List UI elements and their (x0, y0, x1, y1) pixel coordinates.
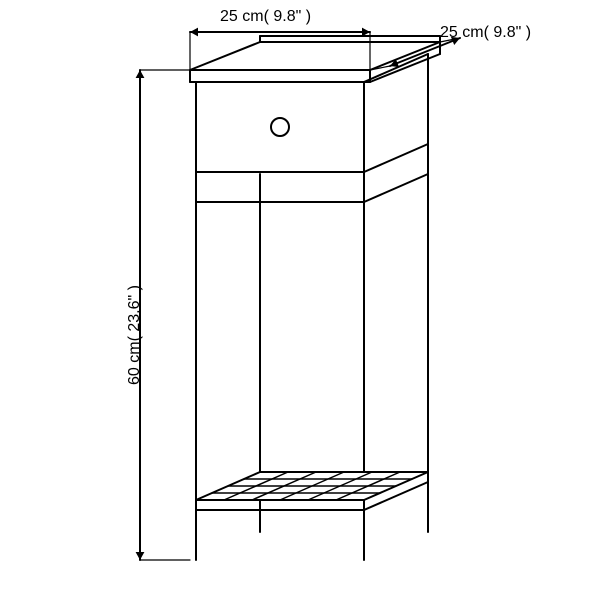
dimension-width-cm: 25 cm (220, 8, 264, 25)
dimension-depth-cm: 25 cm (440, 24, 484, 41)
dimension-depth-in: 9.8" (493, 24, 521, 41)
dimension-height-cm: 60 cm (126, 341, 143, 385)
figure-stage: 25 cm( 9.8" ) 25 cm( 9.8" ) 60 cm( 23.6"… (0, 0, 600, 600)
dimension-depth-label: 25 cm( 9.8" ) (440, 24, 531, 42)
dimension-height-in: 23.6" (126, 295, 143, 332)
dimension-width-in: 9.8" (273, 8, 301, 25)
dimension-height-label: 60 cm( 23.6" ) (126, 285, 144, 385)
dimension-width-label: 25 cm( 9.8" ) (220, 8, 311, 26)
furniture-line-drawing (0, 0, 600, 600)
